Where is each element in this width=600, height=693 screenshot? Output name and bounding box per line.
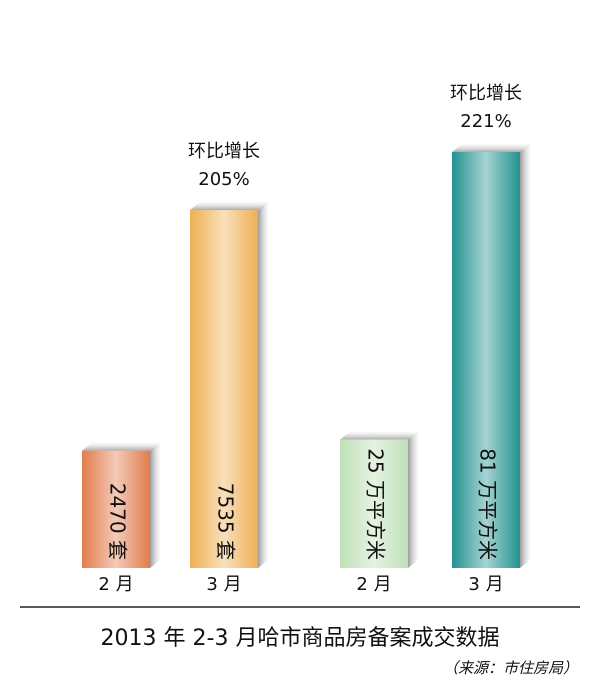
bar-shine xyxy=(340,439,408,568)
value-label: 2470 套 xyxy=(106,483,130,560)
title: 2013 年 2-3 月哈市商品房备案成交数据 xyxy=(101,626,500,651)
category-label: 3 月 xyxy=(468,574,503,595)
bar-shine xyxy=(190,210,258,568)
value-label: 25 万平方米 xyxy=(364,448,388,560)
bar-side xyxy=(150,442,160,568)
annotation-text: 环比增长 xyxy=(450,83,522,104)
bar-side xyxy=(258,202,268,568)
annotation-value: 221% xyxy=(460,111,511,132)
bar-top xyxy=(82,442,160,451)
bar-shine xyxy=(82,450,150,568)
bar-side xyxy=(408,431,418,568)
value-label: 7535 套 xyxy=(214,483,238,560)
annotation-text: 环比增长 xyxy=(188,141,260,162)
value-label: 81 万平方米 xyxy=(476,448,500,560)
category-label: 2 月 xyxy=(356,574,391,595)
bar-top xyxy=(452,144,530,152)
annotation-value: 205% xyxy=(198,169,249,190)
bar-top xyxy=(190,202,268,210)
bar-side xyxy=(520,144,530,568)
category-label: 3 月 xyxy=(206,574,241,595)
bar-shine xyxy=(452,152,520,568)
source: （来源：市住房局） xyxy=(443,659,578,677)
bar-top xyxy=(340,431,418,440)
category-label: 2 月 xyxy=(98,574,133,595)
